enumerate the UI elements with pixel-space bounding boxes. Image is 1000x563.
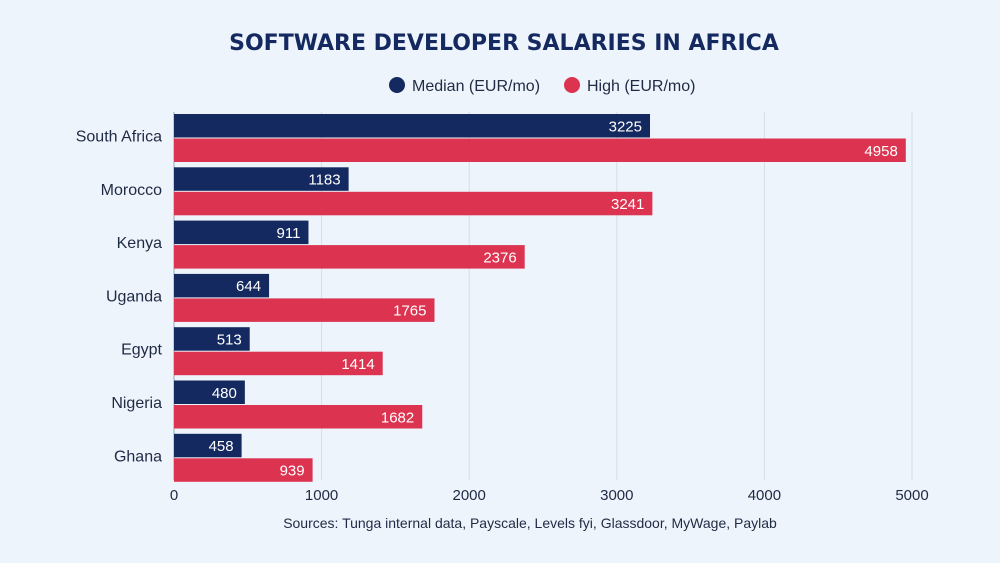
data-label-high: 2376 bbox=[483, 249, 516, 266]
bar-high bbox=[174, 138, 906, 162]
bar-high bbox=[174, 298, 435, 322]
legend: Median (EUR/mo) High (EUR/mo) bbox=[389, 77, 695, 95]
bar-median bbox=[174, 167, 349, 191]
data-label-median: 3225 bbox=[609, 118, 642, 135]
bar-median bbox=[174, 114, 651, 138]
category-label: Ghana bbox=[114, 448, 162, 465]
bar-high bbox=[174, 245, 525, 269]
x-tick-label: 4000 bbox=[748, 487, 781, 504]
bar-median bbox=[174, 327, 250, 351]
data-label-high: 1765 bbox=[393, 303, 426, 320]
legend-label-median: Median (EUR/mo) bbox=[412, 78, 540, 95]
data-label-median: 513 bbox=[217, 331, 242, 348]
chart-title: SOFTWARE DEVELOPER SALARIES IN AFRICA bbox=[229, 31, 779, 56]
x-tick-label: 2000 bbox=[453, 487, 486, 504]
category-labels: South Africa Morocco Kenya Uganda Egypt Niger… bbox=[76, 129, 163, 466]
bar-median bbox=[174, 380, 245, 404]
source-note: Sources: Tunga internal data, Payscale, … bbox=[283, 515, 777, 531]
category-label: Nigeria bbox=[111, 395, 162, 412]
category-label: Kenya bbox=[117, 235, 162, 252]
category-label: Morocco bbox=[101, 182, 162, 199]
data-label-median: 911 bbox=[277, 225, 301, 242]
legend-swatch-median bbox=[389, 77, 405, 93]
category-label: Egypt bbox=[121, 342, 162, 359]
data-label-median: 480 bbox=[212, 385, 237, 402]
data-label-high: 1682 bbox=[381, 409, 414, 426]
bars: 3225 4958 1183 3241 911 2376 644 1765 513 1414 480… bbox=[174, 114, 906, 482]
bar-high bbox=[174, 351, 383, 376]
bar-high bbox=[174, 458, 313, 482]
data-label-median: 644 bbox=[236, 278, 261, 295]
bar-high bbox=[174, 405, 423, 429]
legend-swatch-high bbox=[564, 77, 580, 93]
bar-median bbox=[174, 273, 270, 298]
data-label-median: 458 bbox=[209, 438, 234, 455]
x-axis-ticks: 0 1000 2000 3000 4000 5000 bbox=[170, 487, 929, 504]
bar-median bbox=[174, 433, 242, 458]
category-label: South Africa bbox=[76, 129, 162, 146]
data-label-high: 3241 bbox=[611, 196, 644, 213]
data-label-high: 4958 bbox=[864, 143, 897, 160]
x-tick-label: 3000 bbox=[600, 487, 633, 504]
x-tick-label: 5000 bbox=[895, 487, 928, 504]
bar-high bbox=[174, 191, 653, 216]
x-tick-label: 0 bbox=[170, 487, 178, 504]
category-label: Uganda bbox=[106, 288, 162, 305]
legend-label-high: High (EUR/mo) bbox=[587, 78, 695, 95]
data-label-median: 1183 bbox=[308, 172, 340, 189]
data-label-high: 1414 bbox=[341, 356, 374, 373]
bar-median bbox=[174, 220, 309, 245]
x-tick-label: 1000 bbox=[305, 487, 338, 504]
data-label-high: 939 bbox=[280, 463, 305, 480]
